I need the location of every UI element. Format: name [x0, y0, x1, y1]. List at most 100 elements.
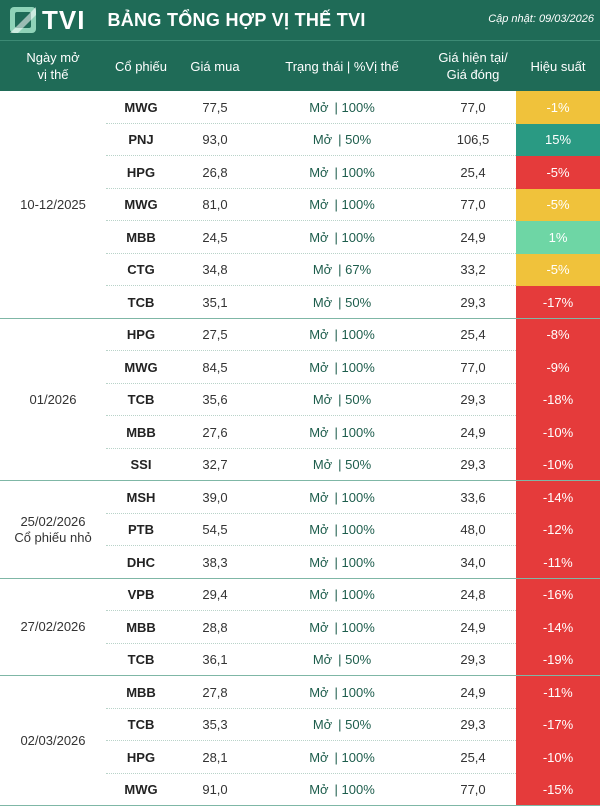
status-open: Mở	[313, 295, 332, 310]
position-percent: | 100%	[335, 782, 375, 797]
status-open: Mở	[309, 197, 328, 212]
position-percent: | 100%	[335, 555, 375, 570]
group-open-date: 27/02/2026	[0, 579, 106, 677]
col-buy-price: Giá mua	[176, 41, 254, 91]
status-open: Mở	[309, 750, 328, 765]
status-open: Mở	[309, 685, 328, 700]
performance-badge: -16%	[516, 579, 600, 612]
ticker: PNJ	[106, 132, 176, 147]
buy-price: 38,3	[176, 555, 254, 570]
page-title: BẢNG TỔNG HỢP VỊ THẾ TVI	[107, 10, 365, 31]
performance-badge: -10%	[516, 416, 600, 449]
performance-badge: -12%	[516, 514, 600, 547]
position-percent: | 100%	[335, 522, 375, 537]
status-open: Mở	[313, 392, 332, 407]
position-percent: | 100%	[335, 327, 375, 342]
position-percent: | 100%	[335, 750, 375, 765]
status-open: Mở	[313, 132, 332, 147]
status: Mở| 100%	[254, 197, 430, 212]
buy-price: 35,6	[176, 392, 254, 407]
current-price: 29,3	[430, 717, 516, 732]
buy-price: 29,4	[176, 587, 254, 602]
performance-badge: -17%	[516, 709, 600, 742]
performance-badge: -5%	[516, 254, 600, 287]
position-percent: | 100%	[335, 620, 375, 635]
position-percent: | 50%	[338, 132, 371, 147]
status: Mở| 100%	[254, 165, 430, 180]
status: Mở | 50%	[254, 392, 430, 407]
ticker: MBB	[106, 620, 176, 635]
position-percent: | 100%	[335, 230, 375, 245]
position-percent: | 50%	[338, 295, 371, 310]
current-price: 25,4	[430, 327, 516, 342]
buy-price: 28,8	[176, 620, 254, 635]
ticker: SSI	[106, 457, 176, 472]
performance-badge: -14%	[516, 481, 600, 514]
performance-badge: -9%	[516, 351, 600, 384]
status-open: Mở	[309, 230, 328, 245]
logo-mark-icon	[8, 5, 38, 35]
ticker: MWG	[106, 360, 176, 375]
position-percent: | 100%	[335, 360, 375, 375]
ticker: TCB	[106, 717, 176, 732]
position-percent: | 50%	[338, 652, 371, 667]
buy-price: 27,6	[176, 425, 254, 440]
status: Mở| 100%	[254, 490, 430, 505]
performance-badge: 15%	[516, 124, 600, 157]
status: Mở | 100%	[254, 230, 430, 245]
ticker: TCB	[106, 295, 176, 310]
ticker: MWG	[106, 197, 176, 212]
current-price: 24,8	[430, 587, 516, 602]
ticker: HPG	[106, 750, 176, 765]
status-open: Mở	[313, 262, 332, 277]
current-price: 29,3	[430, 457, 516, 472]
current-price: 24,9	[430, 620, 516, 635]
buy-price: 91,0	[176, 782, 254, 797]
buy-price: 77,5	[176, 100, 254, 115]
buy-price: 36,1	[176, 652, 254, 667]
status: Mở| 100%	[254, 360, 430, 375]
current-price: 29,3	[430, 295, 516, 310]
ticker: MWG	[106, 100, 176, 115]
status: Mở| 100%	[254, 522, 430, 537]
performance-badge: -5%	[516, 189, 600, 222]
status: Mở| 50%	[254, 717, 430, 732]
ticker: MBB	[106, 425, 176, 440]
buy-price: 32,7	[176, 457, 254, 472]
status: Mở | 50%	[254, 132, 430, 147]
status: Mở| 100%	[254, 620, 430, 635]
buy-price: 54,5	[176, 522, 254, 537]
ticker: VPB	[106, 587, 176, 602]
buy-price: 35,1	[176, 295, 254, 310]
position-percent: | 50%	[338, 392, 371, 407]
position-percent: | 50%	[338, 457, 371, 472]
ticker: MSH	[106, 490, 176, 505]
position-percent: | 100%	[335, 685, 375, 700]
current-price: 77,0	[430, 360, 516, 375]
ticker: DHC	[106, 555, 176, 570]
buy-price: 35,3	[176, 717, 254, 732]
current-price: 33,2	[430, 262, 516, 277]
status: Mở| 67%	[254, 262, 430, 277]
status: Mở| 100%	[254, 782, 430, 797]
status: Mở | 100%	[254, 685, 430, 700]
group-open-date: 02/03/2026	[0, 676, 106, 806]
